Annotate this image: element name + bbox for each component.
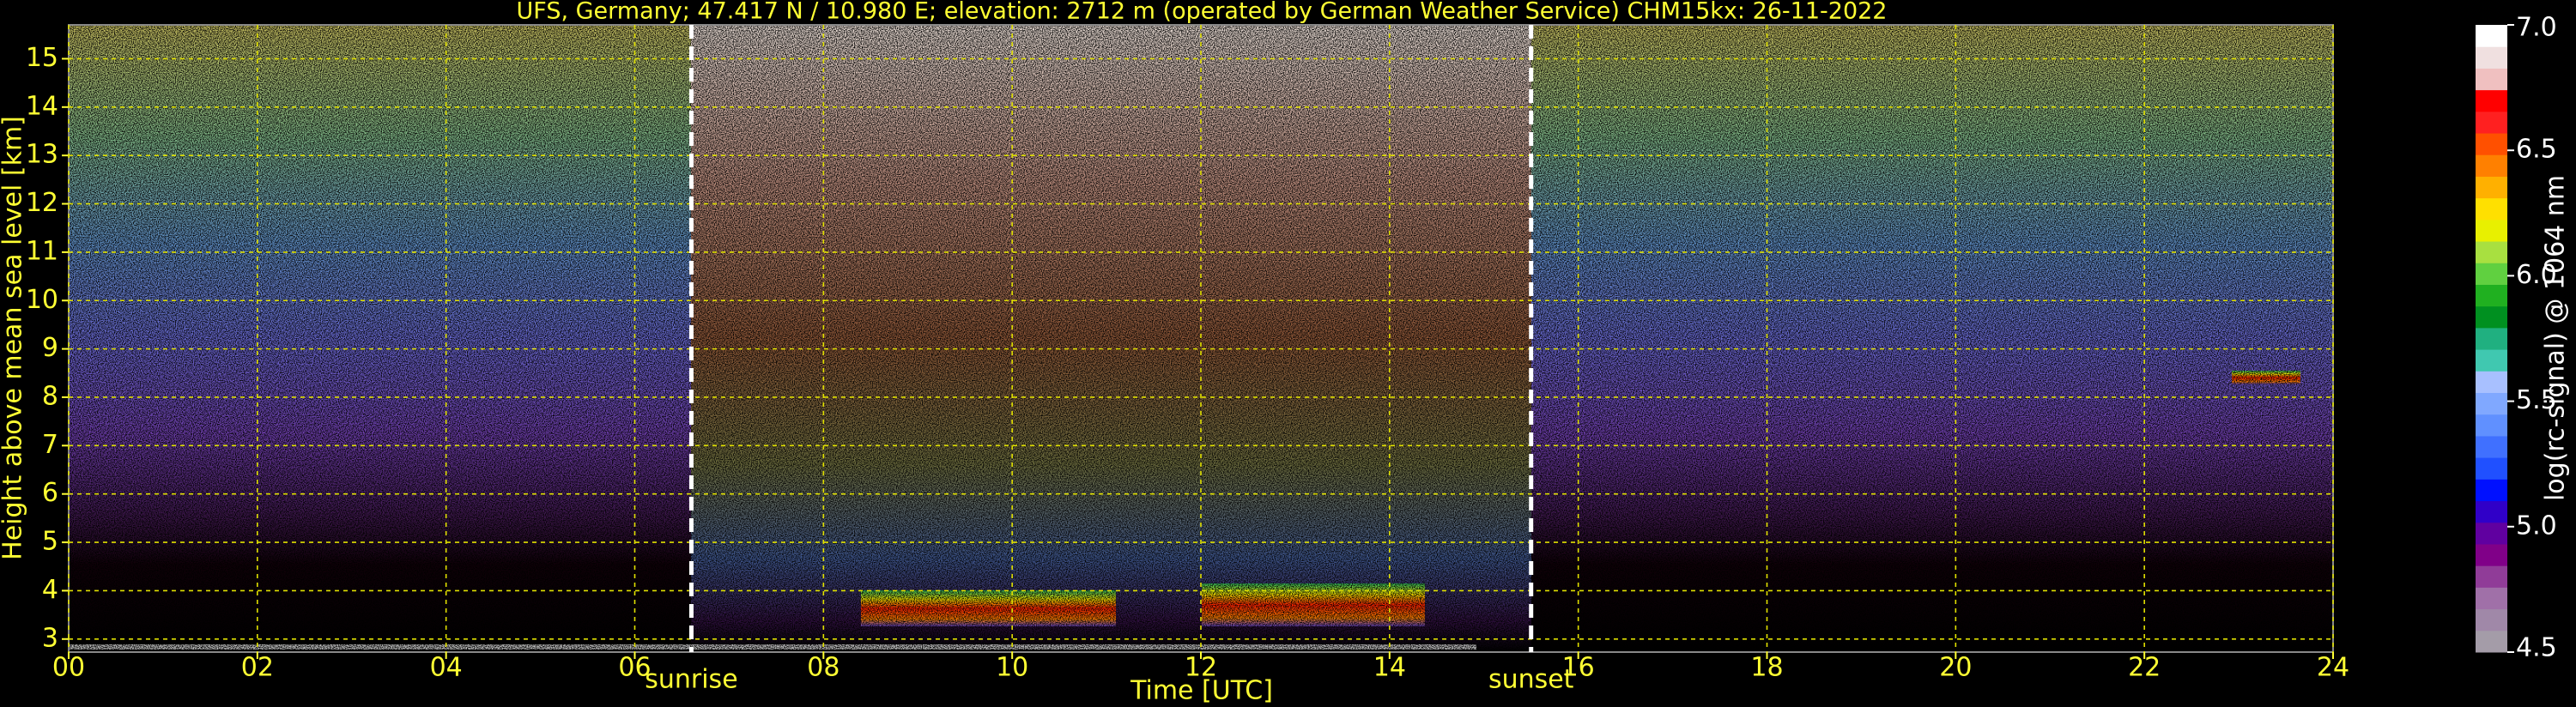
colorbar-segment: [2476, 371, 2507, 394]
x-tick-label: 24: [2317, 653, 2349, 683]
x-tick-label: 06: [618, 653, 651, 683]
y-tick-label: 12: [26, 188, 58, 218]
x-tick-label: 20: [1939, 653, 1972, 683]
colorbar-tick-label: 6.0: [2516, 260, 2557, 290]
x-tick-label: 08: [807, 653, 839, 683]
colorbar-tick-label: 7.0: [2516, 13, 2557, 43]
x-tick-label: 22: [2128, 653, 2161, 683]
colorbar-segment: [2476, 154, 2507, 177]
y-tick-label: 6: [42, 478, 58, 508]
colorbar-tick-label: 5.5: [2516, 385, 2557, 415]
colorbar-tick-label: 4.5: [2516, 633, 2557, 663]
y-tick-label: 3: [42, 623, 58, 653]
colorbar-segment: [2476, 263, 2507, 285]
y-tick-label: 10: [26, 285, 58, 315]
sunrise-label: sunrise: [645, 665, 737, 695]
colorbar-segment: [2476, 327, 2507, 350]
colorbar-segment: [2476, 46, 2507, 69]
colorbar-segment: [2476, 241, 2507, 263]
colorbar-segment: [2476, 565, 2507, 588]
colorbar-tick-label: 6.5: [2516, 135, 2557, 165]
colorbar-segment: [2476, 68, 2507, 91]
x-tick-label: 00: [52, 653, 85, 683]
x-tick-label: 16: [1562, 653, 1595, 683]
x-tick-label: 04: [430, 653, 463, 683]
colorbar-segment: [2476, 587, 2507, 610]
x-axis-label: Time [UTC]: [1130, 676, 1273, 706]
colorbar-segment: [2476, 392, 2507, 415]
y-tick-label: 11: [26, 236, 58, 266]
y-tick-label: 9: [42, 333, 58, 363]
colorbar-segment: [2476, 435, 2507, 458]
sunset-label: sunset: [1488, 665, 1574, 695]
colorbar-segment: [2476, 479, 2507, 502]
colorbar-segment: [2476, 219, 2507, 242]
x-tick-label: 14: [1373, 653, 1406, 683]
colorbar-segment: [2476, 457, 2507, 480]
colorbar-segment: [2476, 111, 2507, 134]
colorbar-segment: [2476, 89, 2507, 112]
colorbar-segment: [2476, 284, 2507, 307]
y-tick-label: 5: [42, 527, 58, 557]
y-tick-label: 15: [26, 43, 58, 73]
colorbar-segment: [2476, 176, 2507, 199]
colorbar-segment: [2476, 608, 2507, 631]
colorbar-segment: [2476, 25, 2507, 47]
y-tick-label: 8: [42, 381, 58, 411]
colorbar-segment: [2476, 414, 2507, 437]
colorbar-segment: [2476, 500, 2507, 523]
colorbar: log(rc-signal) @ 1064 nm 4.5 5.0 5.5 6.0 6.5…: [2476, 13, 2571, 663]
colorbar-segment: [2476, 630, 2507, 653]
y-tick-label: 14: [26, 91, 58, 121]
x-tick-label: 10: [996, 653, 1028, 683]
colorbar-label: log(rc-signal) @ 1064 nm: [2541, 175, 2571, 501]
x-tick-label: 18: [1750, 653, 1783, 683]
colorbar-segment: [2476, 197, 2507, 221]
colorbar-segment: [2476, 543, 2507, 566]
y-axis-label: Height above mean sea level [km]: [0, 116, 28, 560]
x-tick-label: 12: [1185, 653, 1217, 683]
colorbar-segment: [2476, 522, 2507, 545]
y-tick-label: 4: [42, 575, 58, 605]
colorbar-segment: [2476, 349, 2507, 372]
colorbar-segment: [2476, 133, 2507, 155]
colorbar-tick-label: 5.0: [2516, 511, 2557, 541]
colorbar-segment: [2476, 305, 2507, 329]
x-tick-label: 02: [241, 653, 274, 683]
chart-title: UFS, Germany; 47.417 N / 10.980 E; eleva…: [517, 0, 1888, 25]
y-tick-label: 7: [42, 430, 58, 460]
y-tick-label: 13: [26, 140, 58, 170]
